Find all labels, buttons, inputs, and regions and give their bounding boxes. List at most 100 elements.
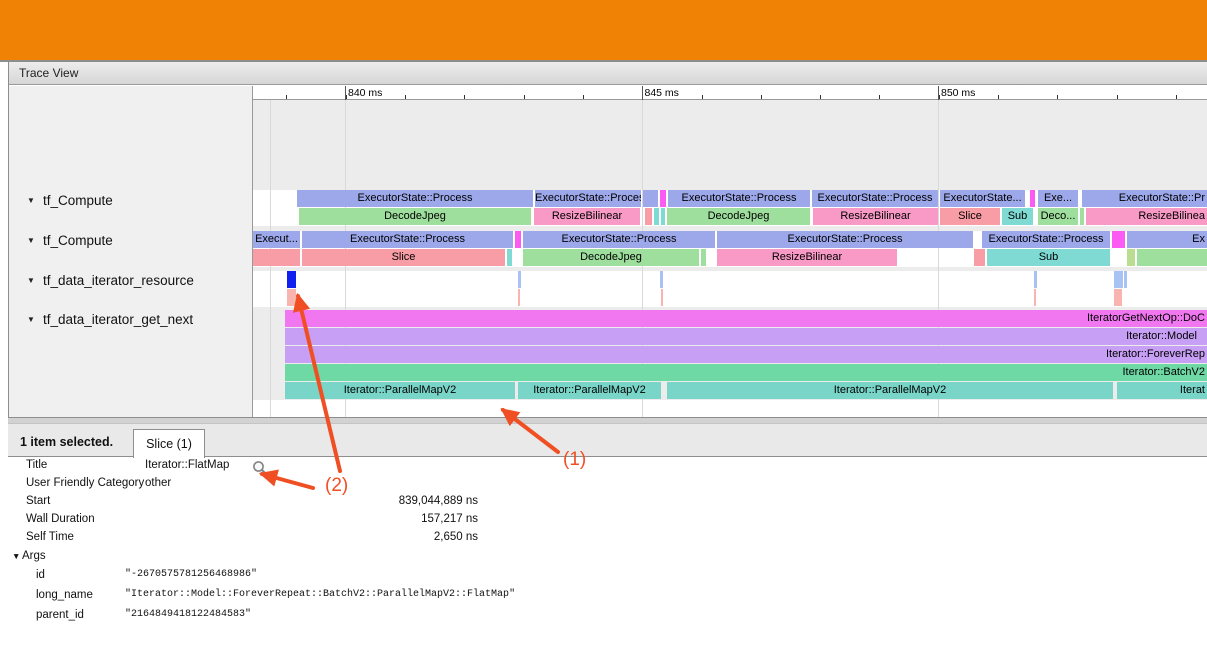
slice-bar[interactable]: Execut... bbox=[253, 231, 300, 248]
slice-bar[interactable]: ResizeBilinear bbox=[813, 208, 938, 225]
slice-bar[interactable] bbox=[507, 249, 512, 266]
track-label-text: tf_data_iterator_get_next bbox=[43, 312, 194, 327]
trace-view-titlebar: Trace View bbox=[9, 62, 1207, 85]
slice-bar[interactable]: ExecutorState::Process bbox=[302, 231, 513, 248]
collapse-triangle-icon[interactable]: ▼ bbox=[27, 276, 35, 285]
slice-bar[interactable] bbox=[1137, 249, 1207, 266]
horizontal-splitter[interactable] bbox=[8, 417, 1207, 424]
slice-bar[interactable]: ExecutorState... bbox=[940, 190, 1025, 207]
slice-bar[interactable] bbox=[1114, 289, 1122, 306]
slice-bar[interactable]: Slice bbox=[302, 249, 505, 266]
tab-slice[interactable]: Slice (1) bbox=[133, 429, 205, 458]
slice-bar[interactable]: DecodeJpeg bbox=[523, 249, 699, 266]
slice-bar[interactable] bbox=[253, 249, 300, 266]
slice-bar[interactable]: ResizeBilinear bbox=[534, 208, 640, 225]
detail-value: other bbox=[145, 477, 172, 489]
slice-bar[interactable]: Deco... bbox=[1038, 208, 1078, 225]
ruler-label: 840 ms bbox=[348, 87, 383, 99]
slice-bar[interactable]: DecodeJpeg bbox=[299, 208, 531, 225]
slice-bar[interactable]: Sub bbox=[987, 249, 1110, 266]
slice-bar[interactable] bbox=[1124, 271, 1127, 288]
slice-bar[interactable]: Iterator::ForeverRep bbox=[285, 346, 1207, 363]
timeline-gridline bbox=[938, 100, 939, 417]
magnifier-icon[interactable] bbox=[252, 460, 269, 477]
slice-bar[interactable]: Iterator::ParallelMapV2 bbox=[667, 382, 1113, 399]
slice-bar[interactable]: ExecutorState::Process bbox=[717, 231, 973, 248]
slice-bar[interactable] bbox=[518, 289, 520, 306]
slice-bar[interactable] bbox=[515, 231, 521, 248]
ruler-minor-tick bbox=[760, 95, 762, 99]
slice-bar[interactable]: ExecutorState::Process bbox=[535, 190, 641, 207]
selection-status: 1 item selected. bbox=[20, 435, 114, 449]
slice-bar[interactable] bbox=[643, 190, 658, 207]
slice-bar[interactable]: Iterat bbox=[1117, 382, 1207, 399]
details-tab-strip bbox=[8, 424, 1207, 457]
panel-top-border bbox=[0, 60, 1207, 62]
track-label-text: tf_Compute bbox=[43, 233, 113, 248]
slice-bar[interactable] bbox=[974, 249, 985, 266]
detail-label-args: ▼ Args bbox=[12, 550, 46, 562]
slice-bar[interactable] bbox=[645, 208, 652, 225]
track-row-background bbox=[253, 271, 1207, 307]
slice-bar[interactable] bbox=[1114, 271, 1123, 288]
detail-value: 839,044,889 ns bbox=[398, 495, 478, 507]
detail-label-self-time: Self Time bbox=[26, 531, 74, 543]
slice-bar[interactable] bbox=[1112, 231, 1125, 248]
slice-bar[interactable]: ExecutorState::Process bbox=[297, 190, 533, 207]
collapse-triangle-icon[interactable]: ▼ bbox=[27, 236, 35, 245]
slice-bar[interactable] bbox=[1080, 208, 1084, 225]
ruler-label: 850 ms bbox=[941, 87, 976, 99]
collapse-triangle-icon[interactable]: ▼ bbox=[27, 196, 35, 205]
slice-bar[interactable]: Ex bbox=[1127, 231, 1207, 248]
slice-bar[interactable]: ExecutorState::Process bbox=[812, 190, 938, 207]
ruler-minor-tick bbox=[998, 95, 999, 99]
slice-bar[interactable]: Slice bbox=[940, 208, 1000, 225]
track-label-tf-Compute[interactable]: ▼ tf_Compute bbox=[27, 233, 113, 249]
ruler-minor-tick bbox=[642, 95, 644, 99]
slice-bar[interactable] bbox=[1034, 271, 1037, 288]
slice-bar[interactable] bbox=[1034, 289, 1036, 306]
track-label-text: tf_data_iterator_resource bbox=[43, 273, 194, 288]
slice-bar[interactable] bbox=[287, 289, 296, 306]
slice-bar[interactable]: ExecutorState::Process bbox=[668, 190, 810, 207]
ruler-major-tick bbox=[938, 86, 939, 100]
slice-bar[interactable]: Iterator::ParallelMapV2 bbox=[518, 382, 661, 399]
slice-bar[interactable]: Iterator::BatchV2 bbox=[285, 364, 1207, 381]
slice-bar[interactable]: Sub bbox=[1002, 208, 1033, 225]
ruler-minor-tick bbox=[938, 95, 940, 99]
slice-bar[interactable] bbox=[1030, 190, 1035, 207]
timeline-canvas[interactable]: 840 ms 845 ms 850 ms ExecutorState::Proces… bbox=[253, 86, 1207, 417]
track-label-tf-data-iterator-get-next[interactable]: ▼ tf_data_iterator_get_next bbox=[27, 312, 193, 328]
slice-bar[interactable]: ExecutorState::Process bbox=[982, 231, 1110, 248]
slice-bar[interactable]: ResizeBilinea bbox=[1086, 208, 1207, 225]
detail-label-parent-id: parent_id bbox=[36, 609, 84, 621]
ruler-minor-tick bbox=[820, 95, 822, 99]
collapse-triangle-icon[interactable]: ▼ bbox=[27, 315, 35, 324]
slice-bar[interactable] bbox=[660, 190, 666, 207]
args-collapse-triangle-icon[interactable]: ▼ bbox=[12, 551, 21, 561]
timeline-ruler: 840 ms 845 ms 850 ms bbox=[253, 86, 1207, 100]
slice-bar[interactable]: Iterator::ParallelMapV2 bbox=[285, 382, 515, 399]
slice-bar[interactable]: IteratorGetNextOp::DoC bbox=[285, 310, 1207, 327]
slice-bar[interactable] bbox=[518, 271, 521, 288]
detail-value: Iterator::FlatMap bbox=[145, 459, 230, 471]
slice-bar[interactable]: ExecutorState::Process bbox=[523, 231, 715, 248]
ruler-minor-tick bbox=[1116, 95, 1118, 99]
track-label-tf-data-iterator-resource[interactable]: ▼ tf_data_iterator_resource bbox=[27, 273, 194, 289]
slice-bar[interactable] bbox=[701, 249, 706, 266]
slice-bar[interactable]: ExecutorState::Pr bbox=[1082, 190, 1207, 207]
slice-bar[interactable] bbox=[1127, 249, 1135, 266]
slice-bar[interactable] bbox=[654, 208, 659, 225]
slice-bar[interactable] bbox=[660, 271, 663, 288]
slice-bar[interactable]: ResizeBilinear bbox=[717, 249, 897, 266]
track-label-tf-Compute[interactable]: ▼ tf_Compute bbox=[27, 193, 113, 209]
ruler-major-tick bbox=[641, 86, 643, 100]
slice-bar[interactable]: Exe... bbox=[1038, 190, 1078, 207]
slice-bar[interactable] bbox=[661, 289, 663, 306]
ruler-minor-tick bbox=[523, 95, 525, 99]
slice-bar[interactable]: DecodeJpeg bbox=[667, 208, 810, 225]
slice-bar[interactable] bbox=[287, 271, 296, 288]
detail-label-title: Title bbox=[26, 459, 48, 471]
slice-bar[interactable]: Iterator::Model bbox=[285, 328, 1207, 345]
slice-bar[interactable] bbox=[661, 208, 665, 225]
